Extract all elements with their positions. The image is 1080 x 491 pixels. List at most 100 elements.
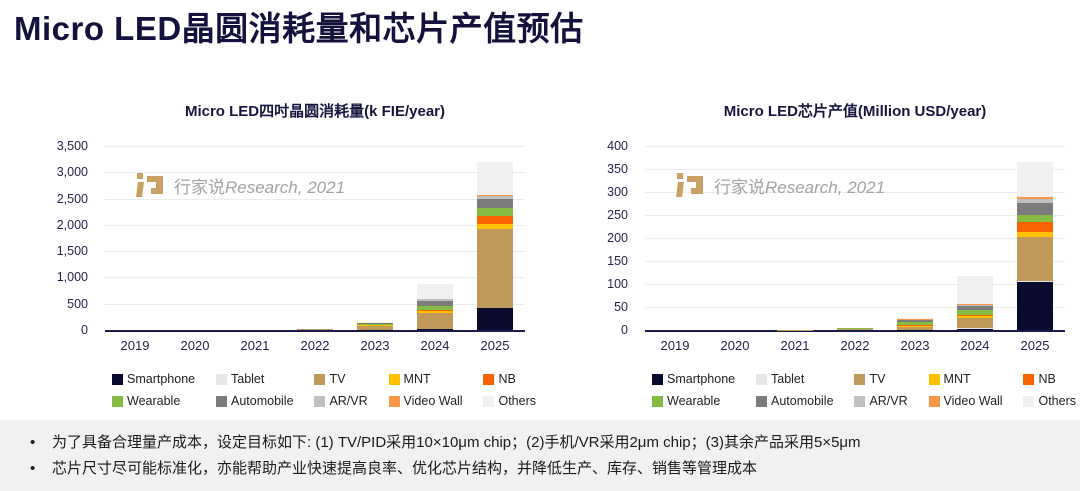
footer-bullet-text: 芯片尺寸尽可能标准化，亦能帮助产业快速提高良率、优化芯片结构，并降低生产、库存、… xyxy=(52,459,758,477)
x-tick-label: 2025 xyxy=(1020,338,1050,353)
segment-tv-2025 xyxy=(1017,237,1053,281)
segment-video-wall-2024 xyxy=(417,298,453,300)
wafer-y-axis: 0 500 1,000 1,500 2,000 2,500 3,000 3,500 xyxy=(0,139,98,337)
x-tick-label: 2020 xyxy=(180,338,210,353)
legend-item-tablet: Tablet xyxy=(216,372,294,386)
legend-swatch xyxy=(112,373,123,385)
segment-tv-2022 xyxy=(297,329,333,330)
segment-wearable-2025 xyxy=(1017,214,1053,223)
bar-slot-2020 xyxy=(165,146,225,330)
gridline xyxy=(645,307,1065,308)
legend-item-automobile: Automobile xyxy=(216,394,294,408)
legend-swatch xyxy=(928,395,940,407)
legend-swatch xyxy=(756,395,767,407)
y-tick-label: 2,000 xyxy=(56,217,88,232)
value-x-axis: 2019 2020 2021 2022 2023 2024 2025 xyxy=(645,338,1065,353)
segment-tv-2022 xyxy=(837,329,873,330)
legend-swatch xyxy=(652,373,663,385)
segment-smartphone-2025 xyxy=(477,307,513,330)
legend-item-automobile: Automobile xyxy=(756,394,834,408)
segment-wearable-2025 xyxy=(477,207,513,217)
x-tick-label: 2023 xyxy=(360,338,390,353)
legend-item-mnt: MNT xyxy=(928,372,1003,386)
legend-swatch xyxy=(216,395,227,407)
legend-swatch xyxy=(1023,395,1035,407)
page-title: Micro LED晶圆消耗量和芯片产值预估 xyxy=(14,10,584,47)
segment-smartphone-2024 xyxy=(417,329,453,330)
value-plot: 行家说Research, 2021 xyxy=(645,146,1065,332)
legend-item-wearable: Wearable xyxy=(112,394,195,408)
segment-nb-2023 xyxy=(357,324,393,326)
segment-mnt-2025 xyxy=(477,223,513,229)
legend-label: Smartphone xyxy=(127,372,196,386)
segment-nb-2024 xyxy=(417,310,453,312)
segment-automobile-2023 xyxy=(357,323,393,324)
segment-automobile-2025 xyxy=(1017,202,1053,215)
y-tick-label: 500 xyxy=(67,296,88,311)
legend-label: Video Wall xyxy=(943,394,1003,408)
bars-layer xyxy=(105,146,525,330)
bar-slot-2023 xyxy=(885,146,945,330)
segment-video-wall-2025 xyxy=(477,195,513,197)
y-tick-label: 200 xyxy=(607,231,628,245)
footer-bullet: • 为了具备合理量产成本，设定目标如下: (1) TV/PID采用10×10μm … xyxy=(26,430,1054,456)
footer-bullet: • 芯片尺寸尽可能标准化，亦能帮助产业快速提高良率、优化芯片结构，并降低生产、库存… xyxy=(26,456,1054,482)
gridline xyxy=(645,215,1065,216)
gridline xyxy=(105,172,525,174)
bar-slot-2024 xyxy=(945,146,1005,330)
segment-tv-2024 xyxy=(417,312,453,330)
bar-2025 xyxy=(477,161,513,330)
y-tick-label: 0 xyxy=(621,323,628,337)
segment-ar-vr-2024 xyxy=(417,299,453,301)
segment-nb-2025 xyxy=(1017,222,1053,232)
segment-ar-vr-2025 xyxy=(477,196,513,199)
segment-others-2024 xyxy=(957,276,993,304)
bar-slot-2025 xyxy=(1005,146,1065,330)
legend-label: AR/VR xyxy=(329,394,368,408)
segment-tablet-2025 xyxy=(1017,280,1053,282)
legend-swatch xyxy=(388,395,400,407)
gridline xyxy=(645,284,1065,285)
wafer-plot: 行家说Research, 2021 xyxy=(105,146,525,332)
y-tick-label: 1,000 xyxy=(56,270,88,285)
legend-label: Automobile xyxy=(771,394,834,408)
x-tick-label: 2021 xyxy=(780,338,810,353)
segment-mnt-2023 xyxy=(897,325,933,328)
legend-item-tablet: Tablet xyxy=(756,372,834,386)
segment-mnt-2024 xyxy=(417,311,453,313)
segment-others-2025 xyxy=(1017,162,1053,197)
legend-label: MNT xyxy=(403,372,431,386)
legend-label: NB xyxy=(498,372,516,386)
gridline xyxy=(105,277,525,279)
legend-item-video-wall: Video Wall xyxy=(388,394,463,408)
bar-2022 xyxy=(837,327,873,330)
legend-swatch xyxy=(854,395,866,407)
wafer-x-axis: 2019 2020 2021 2022 2023 2024 2025 xyxy=(105,338,525,353)
segment-tv-2023 xyxy=(357,326,393,330)
segment-mnt-2024 xyxy=(957,316,993,319)
gridline xyxy=(645,261,1065,262)
segment-others-2023 xyxy=(357,322,393,323)
bar-slot-2021 xyxy=(225,146,285,330)
legend-label: TV xyxy=(869,372,886,386)
charts-row: Micro LED四吋晶圆消耗量(k FIE/year) 0 500 1,000 1,… xyxy=(0,88,1080,420)
segment-nb-2024 xyxy=(957,314,993,317)
x-tick-label: 2022 xyxy=(840,338,870,353)
legend-item-wearable: Wearable xyxy=(652,394,735,408)
bar-slot-2025 xyxy=(465,146,525,330)
legend-swatch xyxy=(314,395,326,407)
y-tick-label: 1,500 xyxy=(56,244,88,259)
y-tick-label: 300 xyxy=(607,185,628,199)
gridline xyxy=(105,303,525,305)
y-tick-label: 150 xyxy=(607,254,628,268)
legend-swatch xyxy=(756,373,767,385)
x-tick-label: 2021 xyxy=(240,338,270,353)
segment-automobile-2025 xyxy=(477,198,513,208)
bar-slot-2023 xyxy=(345,146,405,330)
segment-wearable-2023 xyxy=(897,322,933,325)
y-tick-label: 250 xyxy=(607,208,628,222)
legend-swatch xyxy=(314,373,326,385)
bars-layer xyxy=(645,146,1065,330)
legend-label: AR/VR xyxy=(869,394,908,408)
